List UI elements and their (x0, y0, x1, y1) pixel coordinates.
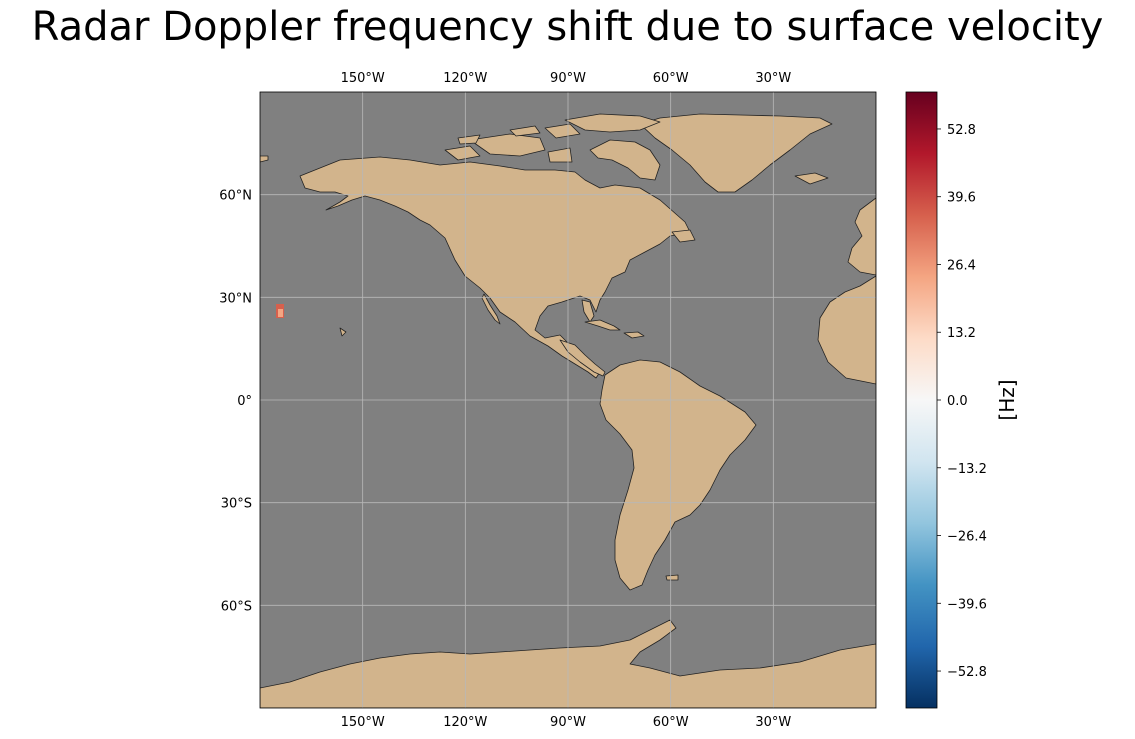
lat-label: 60°N (219, 189, 252, 204)
doppler-data-patch (276, 304, 284, 318)
land-iceland (794, 172, 829, 185)
colorbar-tick-label: −52.8 (947, 665, 987, 680)
colorbar-tick-label: 39.6 (947, 191, 976, 206)
land-hispaniola (623, 331, 645, 339)
lon-label-bottom: 150°W (341, 715, 385, 730)
land-arctic-island (509, 125, 541, 137)
longitude-labels-top: 150°W 120°W 90°W 60°W 30°W (341, 71, 792, 86)
land-north-america (299, 156, 691, 379)
lon-label-top: 60°W (653, 71, 689, 86)
land-arctic-island (457, 134, 481, 145)
land-europe (847, 197, 876, 276)
land-cuba (584, 319, 621, 331)
colorbar-label: [Hz] (995, 379, 1019, 420)
land-falklands (665, 574, 679, 581)
lat-label: 30°N (219, 291, 252, 306)
lat-label: 60°S (221, 599, 252, 614)
lon-label-top: 30°W (755, 71, 791, 86)
lat-label: 30°S (221, 497, 252, 512)
map-frame (259, 91, 877, 709)
land-arctic-island (547, 147, 573, 163)
lon-label-bottom: 30°W (755, 715, 791, 730)
colorbar-tick-label: −39.6 (947, 597, 987, 612)
colorbar-tick-label: 13.2 (947, 326, 976, 341)
land-africa (817, 275, 876, 385)
lon-label-top: 120°W (443, 71, 487, 86)
lon-label-top: 90°W (550, 71, 586, 86)
lon-label-bottom: 90°W (550, 715, 586, 730)
land-ellesmere-island (564, 113, 661, 133)
land-newfoundland (671, 229, 696, 243)
colorbar-tick-label: −26.4 (947, 530, 987, 545)
lon-label-bottom: 60°W (653, 715, 689, 730)
latitude-labels: 60°N 30°N 0° 30°S 60°S (219, 189, 252, 615)
colorbar-tick-label: 0.0 (947, 394, 968, 409)
colorbar-tick-label: 26.4 (947, 258, 976, 273)
map-gridlines (260, 92, 876, 708)
land-baja-california (481, 293, 501, 325)
land-south-america (599, 359, 757, 591)
lon-label-bottom: 120°W (443, 715, 487, 730)
land-arctic-island (544, 123, 581, 139)
land-alaska-tip (260, 155, 269, 163)
colorbar-tick-label: −13.2 (947, 462, 987, 477)
land-victoria-island (469, 133, 546, 157)
colorbar-ticks: 52.8 39.6 26.4 13.2 0.0 −13.2 −26.4 −39.6 −52.8 (937, 123, 987, 680)
land-florida (581, 299, 595, 323)
land-arctic-island (444, 145, 481, 161)
land-baffin-island (589, 139, 661, 181)
lon-label-top: 150°W (341, 71, 385, 86)
lat-label: 0° (237, 394, 252, 409)
colorbar-tick-label: 52.8 (947, 123, 976, 138)
map-title: Radar Doppler frequency shift due to sur… (31, 4, 1104, 50)
land-hawaii (339, 327, 347, 337)
land-greenland (639, 113, 833, 193)
colorbar (905, 91, 938, 709)
land-central-america (559, 339, 606, 377)
longitude-labels-bottom: 150°W 120°W 90°W 60°W 30°W (341, 715, 792, 730)
